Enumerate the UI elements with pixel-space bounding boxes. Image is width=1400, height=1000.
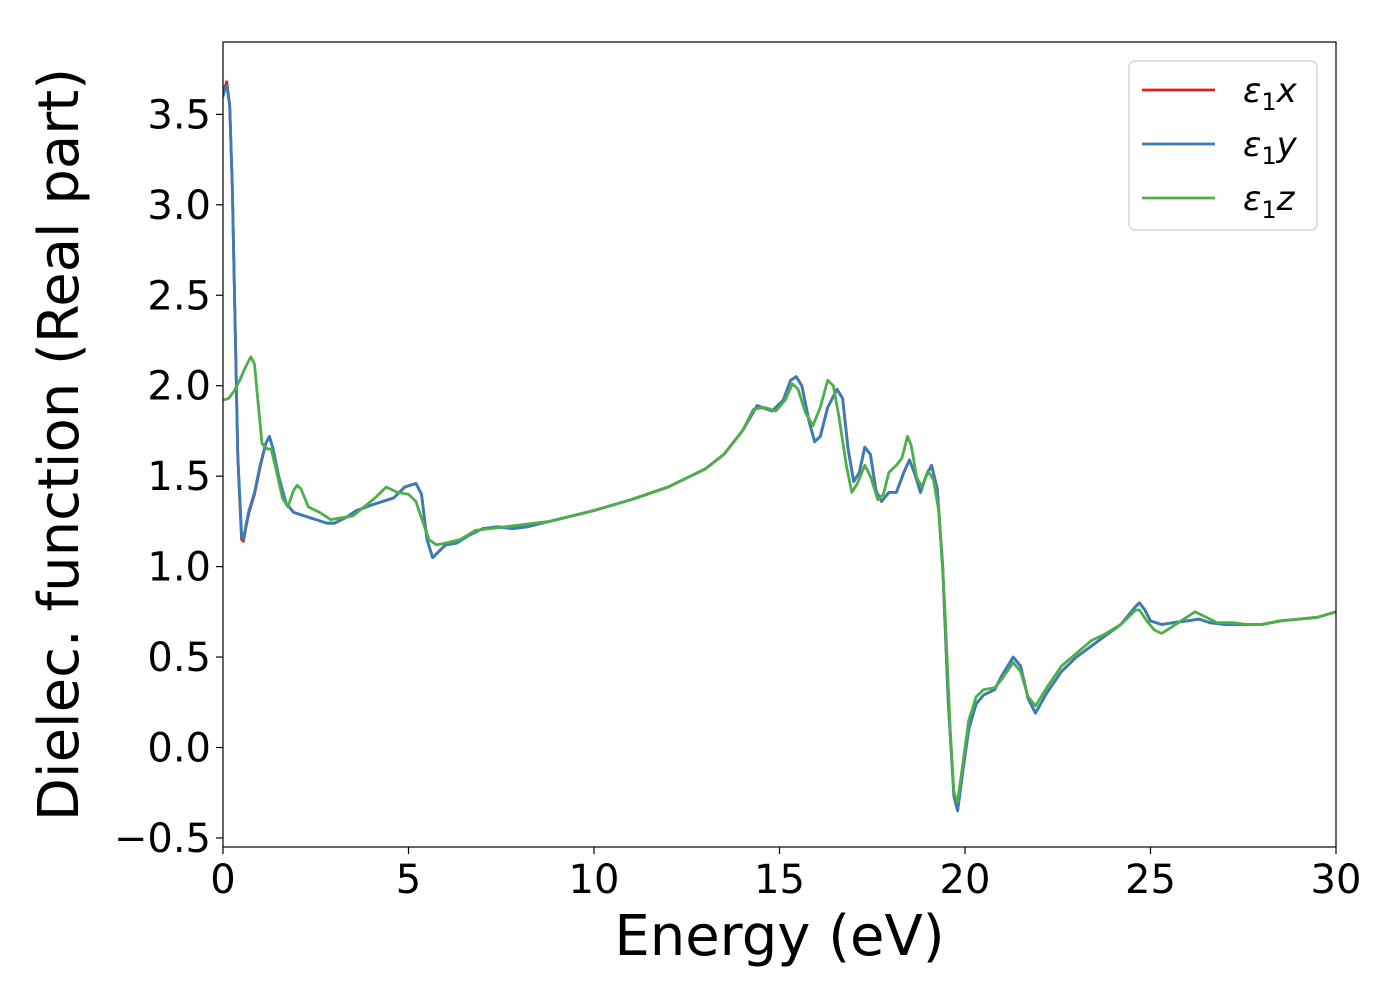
legend-label-x: ε1x	[1243, 71, 1298, 116]
legend-label-y: ε1y	[1243, 125, 1298, 170]
y-tick-label: 1.0	[147, 545, 211, 591]
y-tick-label: 2.0	[147, 364, 211, 410]
legend-box	[1128, 60, 1318, 231]
x-tick-label: 5	[396, 857, 421, 903]
x-tick-label: 15	[754, 857, 805, 903]
x-tick-label: 20	[940, 857, 991, 903]
ticks-layer: 0 5 10 15 20 25 30 −0.5 0.0 0.5 1.0 1.5 2.0 2.5 3.0 3.5	[114, 92, 1362, 903]
series-layer	[223, 80, 1336, 813]
legend-label-z: ε1z	[1243, 179, 1296, 224]
x-tick-label: 25	[1125, 857, 1176, 903]
y-tick-label: 1.5	[147, 454, 211, 500]
series-line-y	[223, 84, 1336, 813]
y-tick-label: 3.0	[147, 183, 211, 229]
y-axis-label: Dielec. function (Real part)	[27, 68, 92, 821]
x-axis-label: Energy (eV)	[614, 904, 944, 969]
y-tick-label: 3.5	[147, 92, 211, 138]
y-tick-label: −0.5	[114, 816, 211, 862]
x-tick-label: 0	[210, 857, 235, 903]
y-tick-label: 0.5	[147, 635, 211, 681]
y-tick-label: 2.5	[147, 273, 211, 319]
x-tick-label: 10	[569, 857, 620, 903]
x-tick-label: 30	[1311, 857, 1362, 903]
series-line-z	[223, 355, 1336, 804]
legend: ε1x ε1y ε1z	[1128, 60, 1318, 231]
y-tick-label: 0.0	[147, 726, 211, 772]
